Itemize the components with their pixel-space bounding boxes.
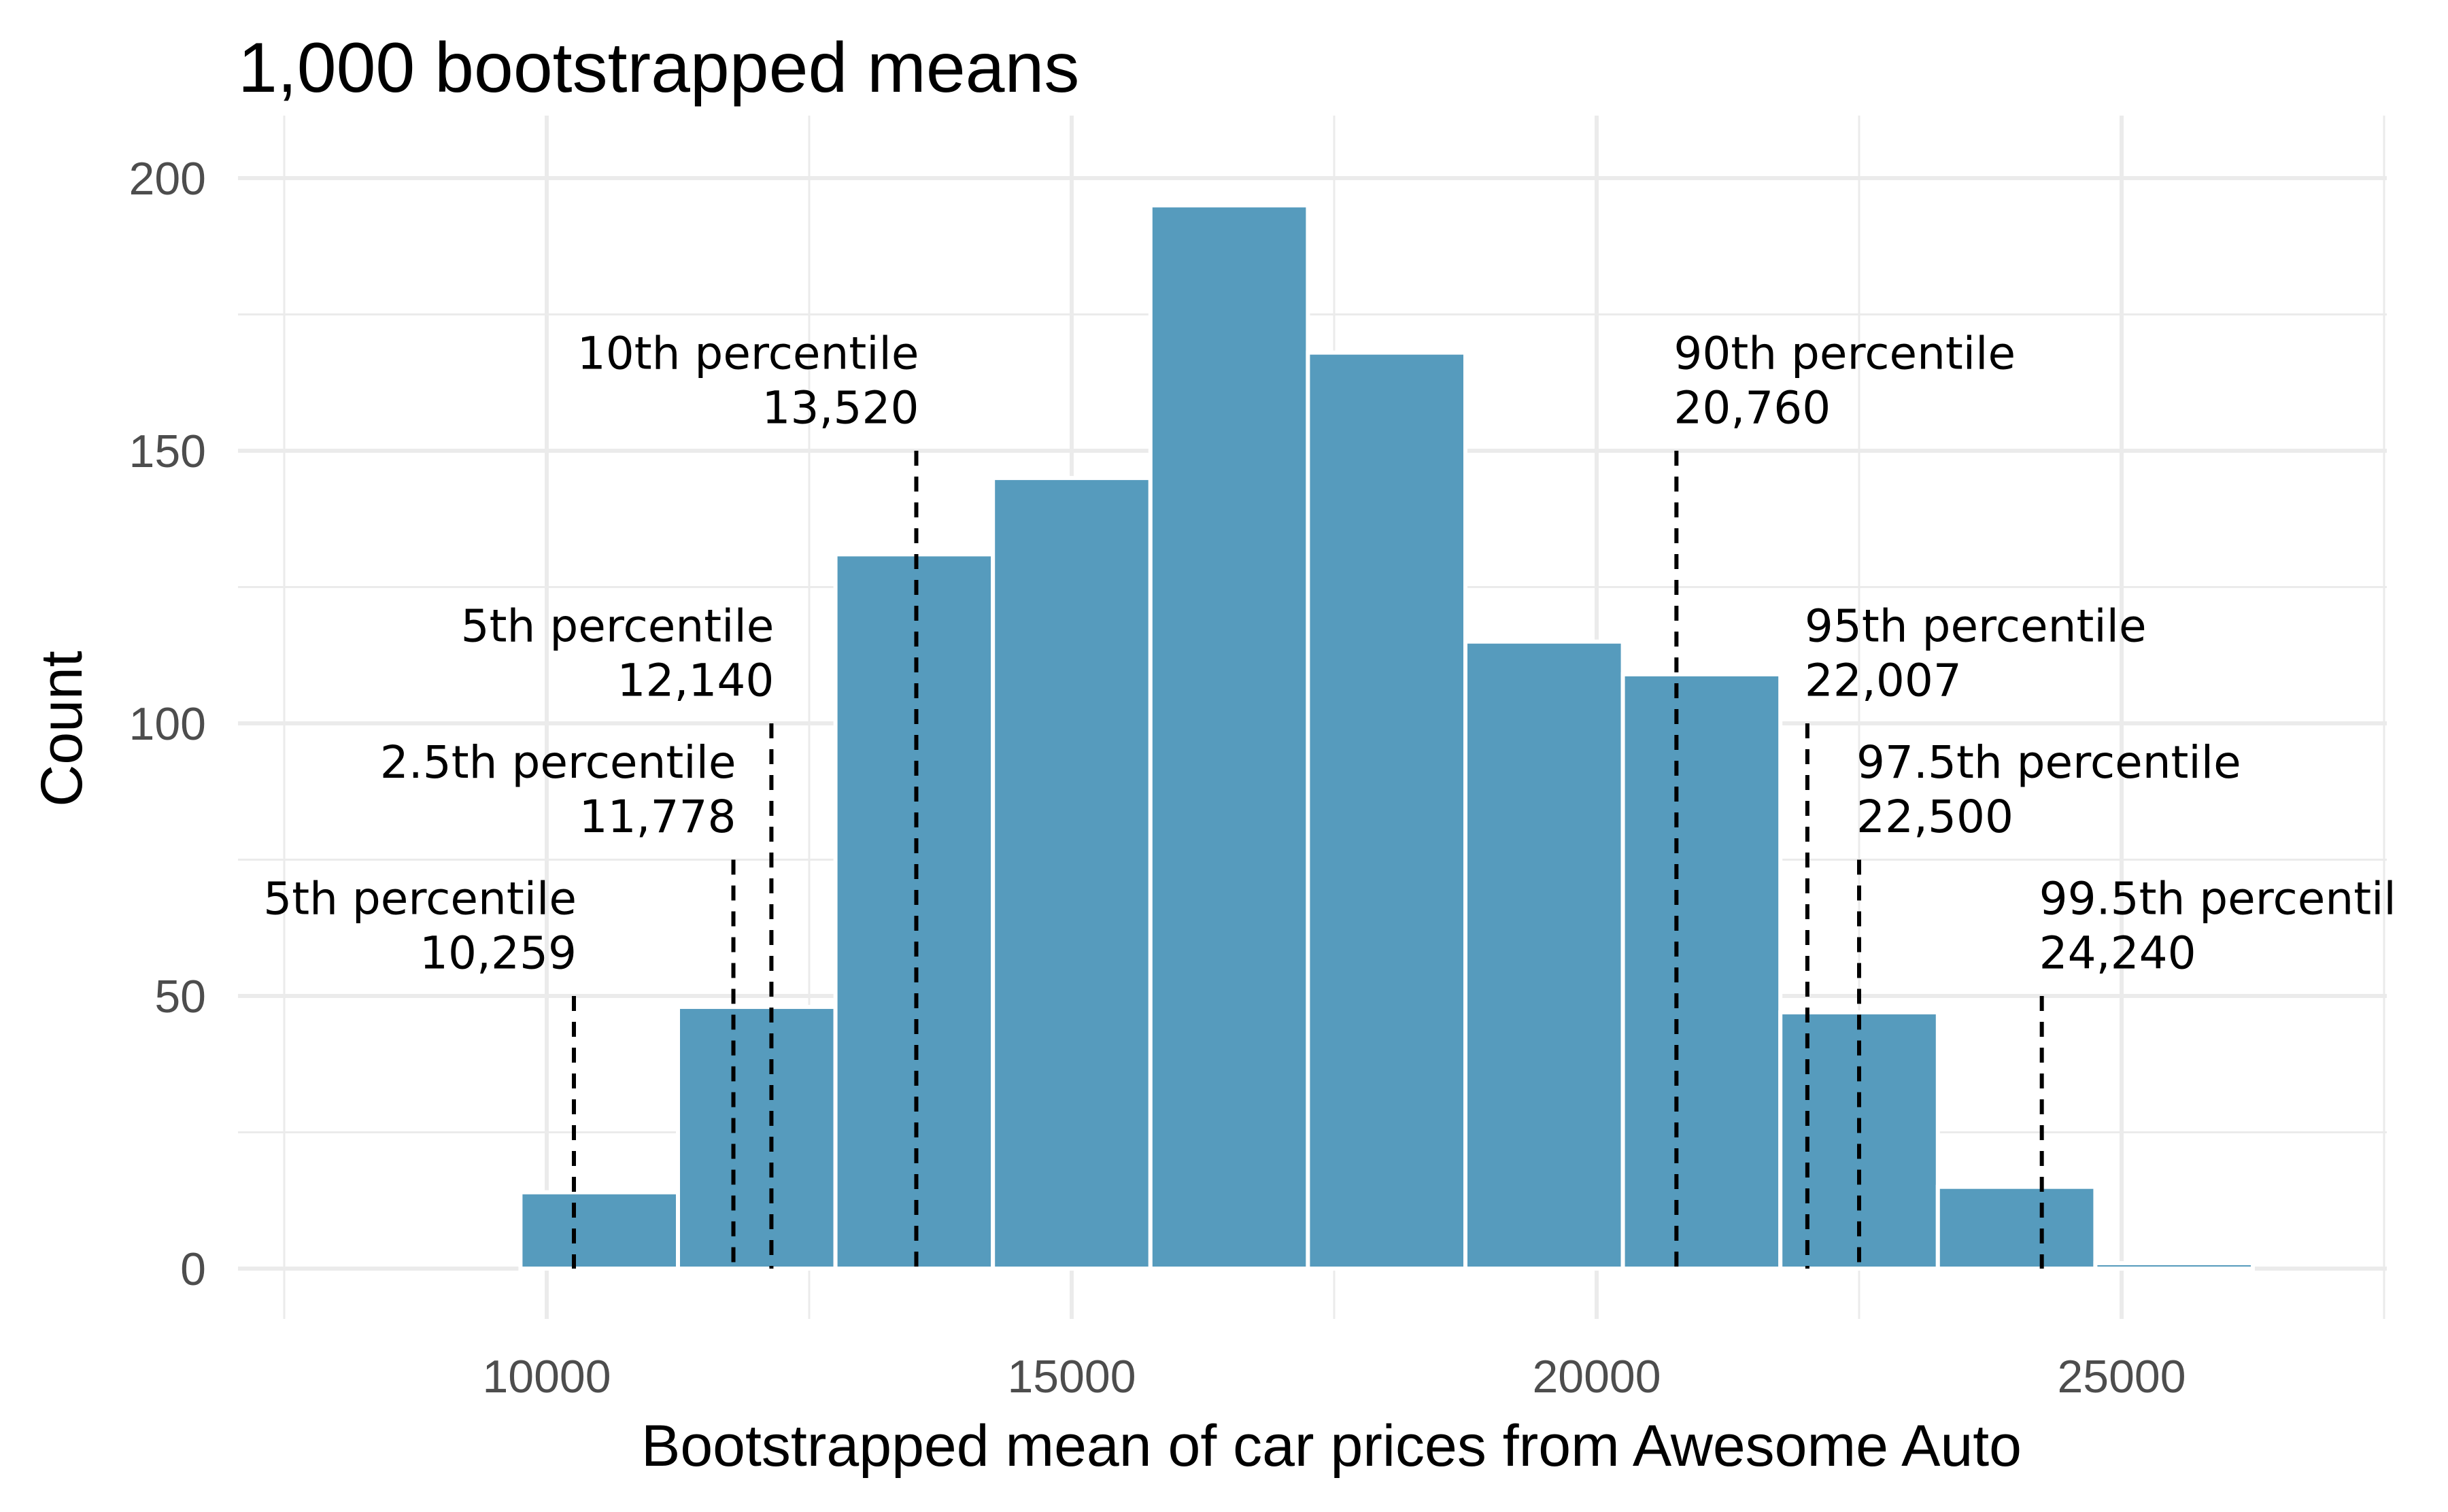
x-tick-label: 25000 [2057,1351,2186,1403]
percentile-label-name: 2.5th percentile [380,736,736,789]
percentile-label-name: 97.5th percentile [1856,736,2241,789]
histogram-bar [1148,203,1310,1271]
x-tick-label: 10000 [482,1351,611,1403]
histogram-bar [991,476,1153,1271]
percentile-label-value: 22,500 [1856,791,2013,843]
chart-title: 1,000 bootstrapped means [238,29,1079,107]
y-tick-label: 200 [129,153,206,205]
percentile-label-name: 5th percentile [263,873,577,925]
histogram-bar [1935,1184,2098,1271]
y-tick-label: 100 [129,698,206,750]
x-axis-title: Bootstrapped mean of car prices from Awe… [641,1413,2022,1479]
tick-labels-layer: 10000 15000 20000 25000 0 50 100 150 200 [129,153,2186,1403]
histogram-bar [833,552,996,1271]
histogram-bar [1620,672,1783,1271]
histogram-bar [1463,639,1625,1271]
percentile-label-value: 12,140 [617,655,774,707]
percentile-label-name: 5th percentile [461,600,775,653]
percentile-label-name: 99.5th percentil [2039,873,2396,925]
percentile-label-value: 11,778 [579,791,736,843]
percentile-label-value: 24,240 [2039,927,2196,980]
histogram-bar [1306,350,1468,1271]
percentile-label-value: 13,520 [762,382,919,434]
percentile-label-value: 22,007 [1805,655,1962,707]
x-tick-label: 20000 [1532,1351,1661,1403]
percentile-label-name: 95th percentile [1805,600,2147,653]
percentile-label-name: 10th percentile [577,328,919,380]
percentile-lines-layer [571,451,2044,1269]
histogram-bar [518,1190,681,1271]
x-tick-label: 15000 [1007,1351,1136,1403]
y-tick-label: 0 [180,1243,206,1295]
y-tick-label: 50 [154,971,206,1023]
bars-layer [518,203,2255,1271]
percentile-label-name: 90th percentile [1673,328,2016,380]
y-axis-title: Count [29,651,95,807]
y-tick-label: 150 [129,426,206,477]
histogram-bar [2093,1260,2255,1271]
histogram-bar [676,1005,838,1271]
percentile-label-value: 20,760 [1673,382,1831,434]
percentile-label-value: 10,259 [420,927,577,980]
